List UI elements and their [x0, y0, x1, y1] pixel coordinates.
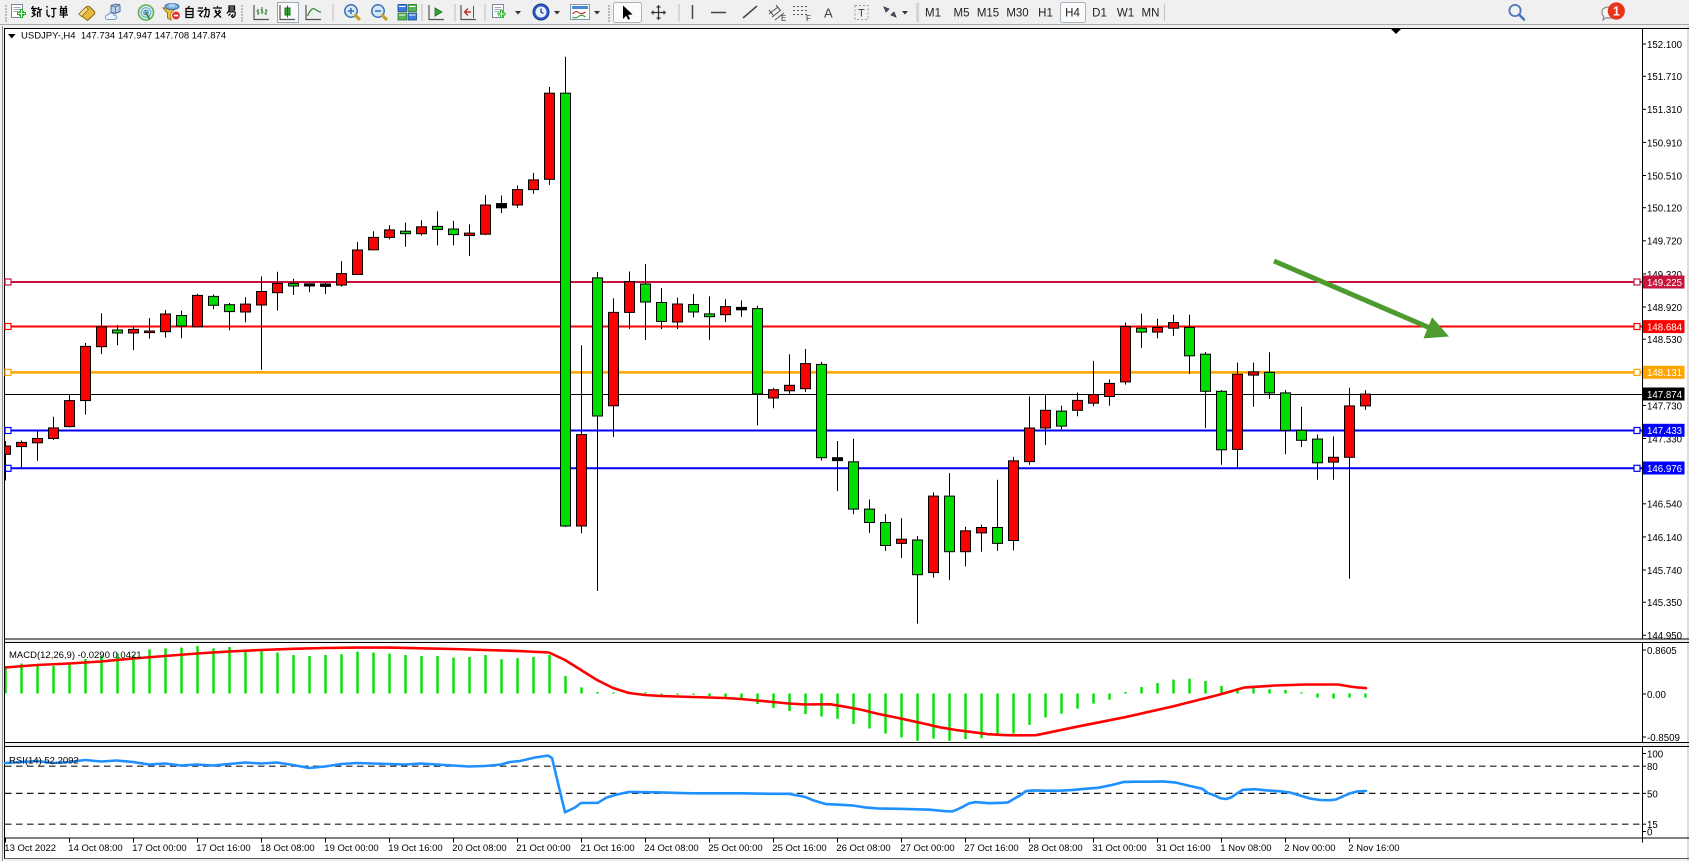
svg-text:M30: M30 [1006, 8, 1028, 20]
svg-text:13 Oct 2022: 13 Oct 2022 [4, 843, 56, 854]
svg-text:E: E [781, 14, 786, 23]
svg-text:148.131: 148.131 [1647, 368, 1682, 379]
svg-text:F: F [806, 14, 811, 23]
svg-text:14 Oct 08:00: 14 Oct 08:00 [68, 843, 122, 854]
svg-text:145.350: 145.350 [1647, 598, 1683, 609]
svg-text:MACD(12,26,9) -0.0290 0.0421: MACD(12,26,9) -0.0290 0.0421 [9, 650, 142, 661]
svg-text:2 Nov 00:00: 2 Nov 00:00 [1284, 843, 1335, 854]
svg-text:21 Oct 16:00: 21 Oct 16:00 [580, 843, 634, 854]
svg-text:0: 0 [1647, 827, 1653, 838]
svg-text:145.740: 145.740 [1647, 566, 1683, 577]
svg-text:1 Nov 08:00: 1 Nov 08:00 [1220, 843, 1271, 854]
svg-text:151.710: 151.710 [1647, 72, 1683, 83]
svg-text:H1: H1 [1038, 8, 1053, 20]
svg-text:147.433: 147.433 [1647, 426, 1682, 437]
svg-text:150.510: 150.510 [1647, 171, 1683, 182]
svg-text:148.684: 148.684 [1647, 323, 1683, 334]
svg-text:T: T [858, 8, 865, 20]
svg-text:25 Oct 00:00: 25 Oct 00:00 [708, 843, 762, 854]
svg-text:147.874: 147.874 [1647, 390, 1683, 401]
svg-text:0.00: 0.00 [1647, 690, 1666, 701]
svg-text:RSI(14) 52.2092: RSI(14) 52.2092 [9, 756, 79, 767]
svg-text:27 Oct 00:00: 27 Oct 00:00 [900, 843, 954, 854]
svg-text:152.100: 152.100 [1647, 40, 1683, 51]
svg-text:151.310: 151.310 [1647, 105, 1683, 116]
svg-text:24 Oct 08:00: 24 Oct 08:00 [644, 843, 698, 854]
svg-text:149.225: 149.225 [1647, 278, 1682, 289]
svg-text:1: 1 [1613, 4, 1620, 18]
svg-text:W1: W1 [1117, 8, 1134, 20]
svg-text:150.120: 150.120 [1647, 204, 1683, 215]
svg-text:80: 80 [1647, 762, 1658, 773]
svg-text:M1: M1 [925, 8, 941, 20]
svg-text:H4: H4 [1065, 8, 1080, 20]
svg-text:147.330: 147.330 [1647, 434, 1683, 445]
svg-text:18 Oct 08:00: 18 Oct 08:00 [260, 843, 314, 854]
svg-text:D1: D1 [1092, 8, 1107, 20]
svg-text:149.320: 149.320 [1647, 270, 1683, 281]
svg-text:21 Oct 00:00: 21 Oct 00:00 [516, 843, 570, 854]
svg-text:147.730: 147.730 [1647, 401, 1683, 412]
svg-text:26 Oct 08:00: 26 Oct 08:00 [836, 843, 890, 854]
svg-text:25 Oct 16:00: 25 Oct 16:00 [772, 843, 826, 854]
svg-text:MN: MN [1142, 8, 1160, 20]
svg-text:148.920: 148.920 [1647, 303, 1683, 314]
svg-text:150.910: 150.910 [1647, 138, 1683, 149]
svg-text:146.140: 146.140 [1647, 533, 1683, 544]
svg-text:146.976: 146.976 [1647, 464, 1682, 475]
svg-text:19 Oct 00:00: 19 Oct 00:00 [324, 843, 378, 854]
svg-text:M15: M15 [977, 8, 999, 20]
svg-text:17 Oct 00:00: 17 Oct 00:00 [132, 843, 186, 854]
svg-text:27 Oct 16:00: 27 Oct 16:00 [964, 843, 1018, 854]
svg-text:28 Oct 08:00: 28 Oct 08:00 [1028, 843, 1082, 854]
svg-text:-0.8509: -0.8509 [1647, 733, 1680, 744]
svg-text:31 Oct 16:00: 31 Oct 16:00 [1156, 843, 1210, 854]
svg-text:A: A [824, 6, 833, 21]
svg-text:146.540: 146.540 [1647, 500, 1683, 511]
svg-text:149.720: 149.720 [1647, 237, 1683, 248]
svg-text:15: 15 [1647, 820, 1658, 831]
svg-text:50: 50 [1647, 789, 1658, 800]
svg-text:USDJPY-,H4 147.734 147.947 14: USDJPY-,H4 147.734 147.947 147.708 147.8… [21, 30, 226, 41]
svg-text:31 Oct 00:00: 31 Oct 00:00 [1092, 843, 1146, 854]
svg-text:M5: M5 [954, 8, 970, 20]
svg-text:100: 100 [1647, 749, 1664, 760]
svg-text:20 Oct 08:00: 20 Oct 08:00 [452, 843, 506, 854]
svg-text:148.530: 148.530 [1647, 335, 1683, 346]
svg-text:0.8605: 0.8605 [1647, 646, 1677, 657]
svg-text:144.950: 144.950 [1647, 631, 1683, 642]
svg-text:2 Nov 16:00: 2 Nov 16:00 [1348, 843, 1399, 854]
svg-text:17 Oct 16:00: 17 Oct 16:00 [196, 843, 250, 854]
svg-text:19 Oct 16:00: 19 Oct 16:00 [388, 843, 442, 854]
